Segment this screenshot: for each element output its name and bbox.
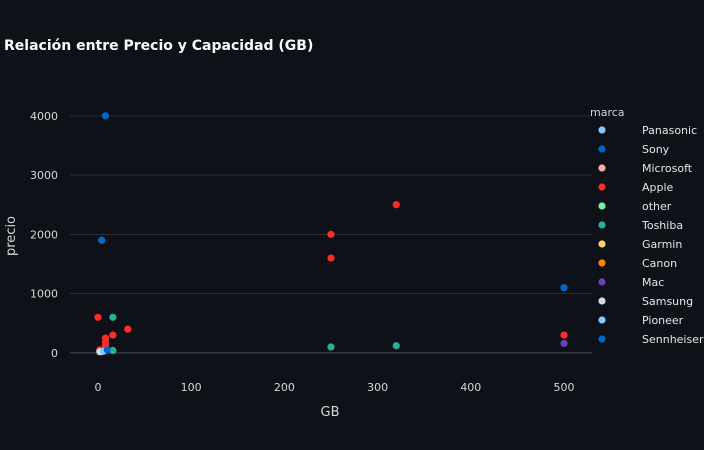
legend-title: marca (590, 106, 625, 119)
legend-item-panasonic[interactable]: Panasonic (642, 124, 697, 137)
x-tick-label: 300 (367, 381, 388, 394)
data-point-toshiba[interactable] (327, 343, 335, 351)
data-points (94, 112, 568, 356)
y-tick-labels: 0 1000 2000 3000 4000 (30, 110, 58, 360)
legend-marker[interactable] (598, 145, 606, 153)
legend-marker[interactable] (598, 240, 606, 248)
y-tick-label: 3000 (30, 169, 58, 182)
legend-item-microsoft[interactable]: Microsoft (642, 162, 693, 175)
data-point-apple[interactable] (392, 201, 400, 209)
legend-marker[interactable] (598, 335, 606, 343)
y-tick-label: 0 (51, 347, 58, 360)
x-tick-label: 500 (554, 381, 575, 394)
legend-item-pioneer[interactable]: Pioneer (642, 314, 684, 327)
legend-item-sony[interactable]: Sony (642, 143, 670, 156)
legend-marker[interactable] (598, 259, 606, 267)
data-point-apple[interactable] (327, 230, 335, 238)
legend-marker[interactable] (598, 202, 606, 210)
legend-marker[interactable] (598, 126, 606, 134)
data-point-apple[interactable] (124, 325, 132, 333)
legend-marker[interactable] (598, 183, 606, 191)
legend-item-mac[interactable]: Mac (642, 276, 664, 289)
legend-item-garmin[interactable]: Garmin (642, 238, 682, 251)
legend-marker[interactable] (598, 221, 606, 229)
legend-item-sennheiser[interactable]: Sennheiser (642, 333, 704, 346)
y-tick-label: 2000 (30, 228, 58, 241)
data-point-apple[interactable] (327, 254, 335, 262)
legend-marker[interactable] (598, 164, 606, 172)
legend-marker[interactable] (598, 297, 606, 305)
legend-marker[interactable] (598, 316, 606, 324)
x-tick-label: 0 (94, 381, 101, 394)
chart-title: Relación entre Precio y Capacidad (GB) (4, 38, 313, 54)
x-tick-label: 200 (274, 381, 295, 394)
legend-item-canon[interactable]: Canon (642, 257, 677, 270)
data-point-sony[interactable] (98, 236, 106, 244)
data-point-apple[interactable] (94, 313, 102, 321)
legend-item-samsung[interactable]: Samsung (642, 295, 693, 308)
x-tick-labels: 0 100 200 300 400 500 (94, 381, 574, 394)
data-point-apple[interactable] (109, 331, 117, 339)
data-point-sony[interactable] (560, 284, 568, 292)
legend-marker[interactable] (598, 278, 606, 286)
data-point-sennheiser[interactable] (103, 346, 111, 354)
data-point-toshiba[interactable] (392, 342, 400, 350)
data-point-apple[interactable] (560, 331, 568, 339)
legend-item-toshiba[interactable]: Toshiba (641, 219, 683, 232)
legend-items: Panasonic Sony Microsoft Apple other Toshiba G… (598, 124, 704, 346)
legend: marca Panasonic Sony Microsoft Apple other To… (590, 106, 704, 346)
data-point-mac[interactable] (560, 339, 568, 347)
y-tick-label: 1000 (30, 288, 58, 301)
x-tick-label: 100 (181, 381, 202, 394)
y-axis-title: precio (4, 216, 19, 256)
legend-item-other[interactable]: other (642, 200, 672, 213)
x-axis-title: GB (321, 405, 340, 420)
data-point-sony[interactable] (101, 112, 110, 120)
x-tick-label: 400 (460, 381, 481, 394)
data-point-toshiba[interactable] (109, 346, 117, 355)
legend-item-apple[interactable]: Apple (642, 181, 674, 194)
data-point-toshiba[interactable] (109, 313, 117, 321)
y-tick-label: 4000 (30, 110, 58, 123)
